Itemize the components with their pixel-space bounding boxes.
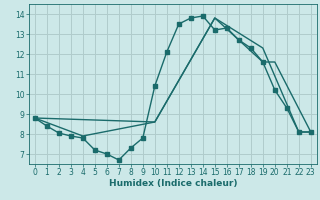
X-axis label: Humidex (Indice chaleur): Humidex (Indice chaleur) bbox=[108, 179, 237, 188]
